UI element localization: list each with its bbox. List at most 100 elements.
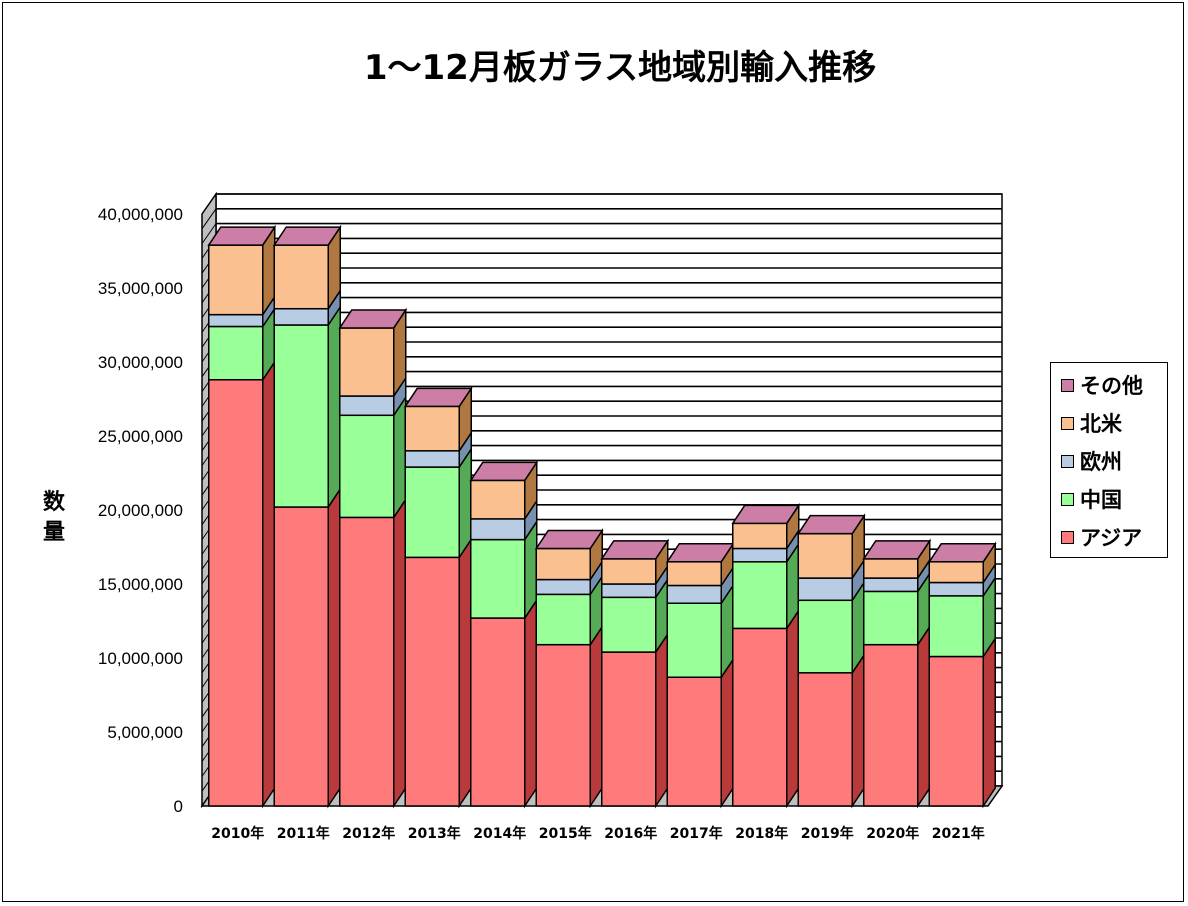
y-tick-label: 5,000,000 [107, 723, 183, 742]
y-axis-label: 数量 [36, 488, 72, 548]
bar-segment [666, 676, 722, 807]
bar-segment [208, 379, 264, 807]
bar-segment [928, 581, 984, 597]
bar-segment [797, 599, 853, 674]
x-tick-label: 2014年 [473, 825, 526, 842]
bar-segment-side [982, 636, 996, 809]
y-axis-label-char: 量 [42, 520, 65, 545]
x-tick-label: 2012年 [342, 825, 395, 842]
legend: その他 北米 欧州 中国 アジア [1050, 362, 1168, 558]
bar-segment [666, 584, 722, 604]
legend-item-asia: アジア [1061, 523, 1142, 551]
bar-segment-side [458, 536, 472, 809]
y-tick-label: 25,000,000 [98, 427, 183, 446]
bar-top-cap [338, 309, 408, 329]
x-tick-label: 2011年 [277, 825, 330, 842]
legend-swatch [1061, 492, 1074, 506]
y-tick-label: 0 [174, 797, 183, 816]
bar-segment [273, 506, 329, 807]
bar-top-cap [862, 540, 932, 560]
legend-label: アジア [1080, 526, 1143, 550]
bar-segment-side [393, 496, 407, 809]
bar-segment [208, 244, 264, 316]
bar-segment [863, 558, 919, 579]
x-tick-label: 2010年 [211, 825, 264, 842]
x-tick-label: 2016年 [604, 825, 657, 842]
chart-title: 1～12月板ガラス地域別輸入推移 [363, 48, 877, 88]
bar-segment-side [786, 607, 800, 809]
bar-segment [208, 313, 264, 328]
bar-top-cap [469, 461, 539, 482]
bar-segment-side [655, 631, 669, 809]
gridline-side [201, 208, 217, 230]
bar-segment-side [327, 486, 341, 809]
bar-segment-side [524, 597, 538, 809]
x-tick-label: 2015年 [539, 825, 592, 842]
bar-segment-side [851, 652, 865, 809]
bar-segment [732, 561, 788, 630]
x-tick-label: 2020年 [866, 825, 919, 842]
bar-segment-side [393, 394, 407, 520]
legend-label: その他 [1080, 374, 1143, 398]
x-tick-label: 2021年 [932, 825, 985, 842]
bar-segment [273, 244, 329, 310]
legend-swatch [1061, 378, 1074, 392]
bar-segment [928, 561, 984, 584]
bar-segment [470, 617, 526, 807]
y-tick-label: 10,000,000 [98, 649, 183, 668]
bar-segment [666, 602, 722, 678]
bar-top-cap [534, 529, 604, 550]
bar-segment [404, 466, 460, 559]
y-tick-label: 35,000,000 [98, 279, 183, 298]
bar-segment [404, 450, 460, 468]
bar-segment [470, 479, 526, 520]
bar-segment [273, 324, 329, 508]
gridline-side [201, 223, 217, 244]
bar-segment [863, 590, 919, 646]
legend-swatch [1061, 416, 1074, 430]
bar-segment [208, 325, 264, 381]
bar-segment [470, 538, 526, 619]
bar-segment [339, 516, 395, 807]
bar-segment [601, 651, 657, 807]
bar-segment [535, 643, 591, 807]
bar-segment [732, 627, 788, 807]
bar-segment-side [262, 359, 276, 809]
bar-segment [339, 327, 395, 397]
x-tick-label: 2018年 [735, 825, 788, 842]
legend-label: 中国 [1080, 488, 1122, 512]
bar-segment [339, 395, 395, 417]
bar-segment [404, 405, 460, 452]
legend-item-europe: 欧州 [1061, 447, 1122, 475]
bar-top-cap [207, 226, 277, 246]
legend-swatch [1061, 454, 1074, 468]
bar-top-cap [272, 226, 342, 246]
bar-top-cap [927, 543, 997, 563]
bar-segment [797, 577, 853, 602]
bar-segment-side [720, 656, 734, 809]
bar-top-cap [600, 540, 670, 560]
y-tick-label: 20,000,000 [98, 501, 183, 520]
bar-segment [797, 672, 853, 807]
bar-segment [928, 655, 984, 807]
bar-segment [732, 522, 788, 550]
bar-segment [470, 518, 526, 541]
bar-segment [535, 578, 591, 596]
bar-segment-side [917, 624, 931, 809]
legend-item-china: 中国 [1061, 485, 1122, 513]
legend-swatch [1061, 530, 1074, 544]
bar-segment [666, 561, 722, 587]
bar-segment [273, 307, 329, 326]
y-tick-label: 30,000,000 [98, 353, 183, 372]
bar-segment [535, 593, 591, 646]
bar-segment [863, 643, 919, 807]
bar-segment [404, 556, 460, 807]
legend-item-other: その他 [1061, 371, 1143, 399]
bar-segment [535, 547, 591, 581]
bar-segment-side [589, 624, 603, 809]
legend-label: 北米 [1080, 412, 1122, 436]
y-axis-label-char: 数 [42, 490, 65, 515]
bar-segment [797, 532, 853, 579]
x-tick-label: 2019年 [801, 825, 854, 842]
